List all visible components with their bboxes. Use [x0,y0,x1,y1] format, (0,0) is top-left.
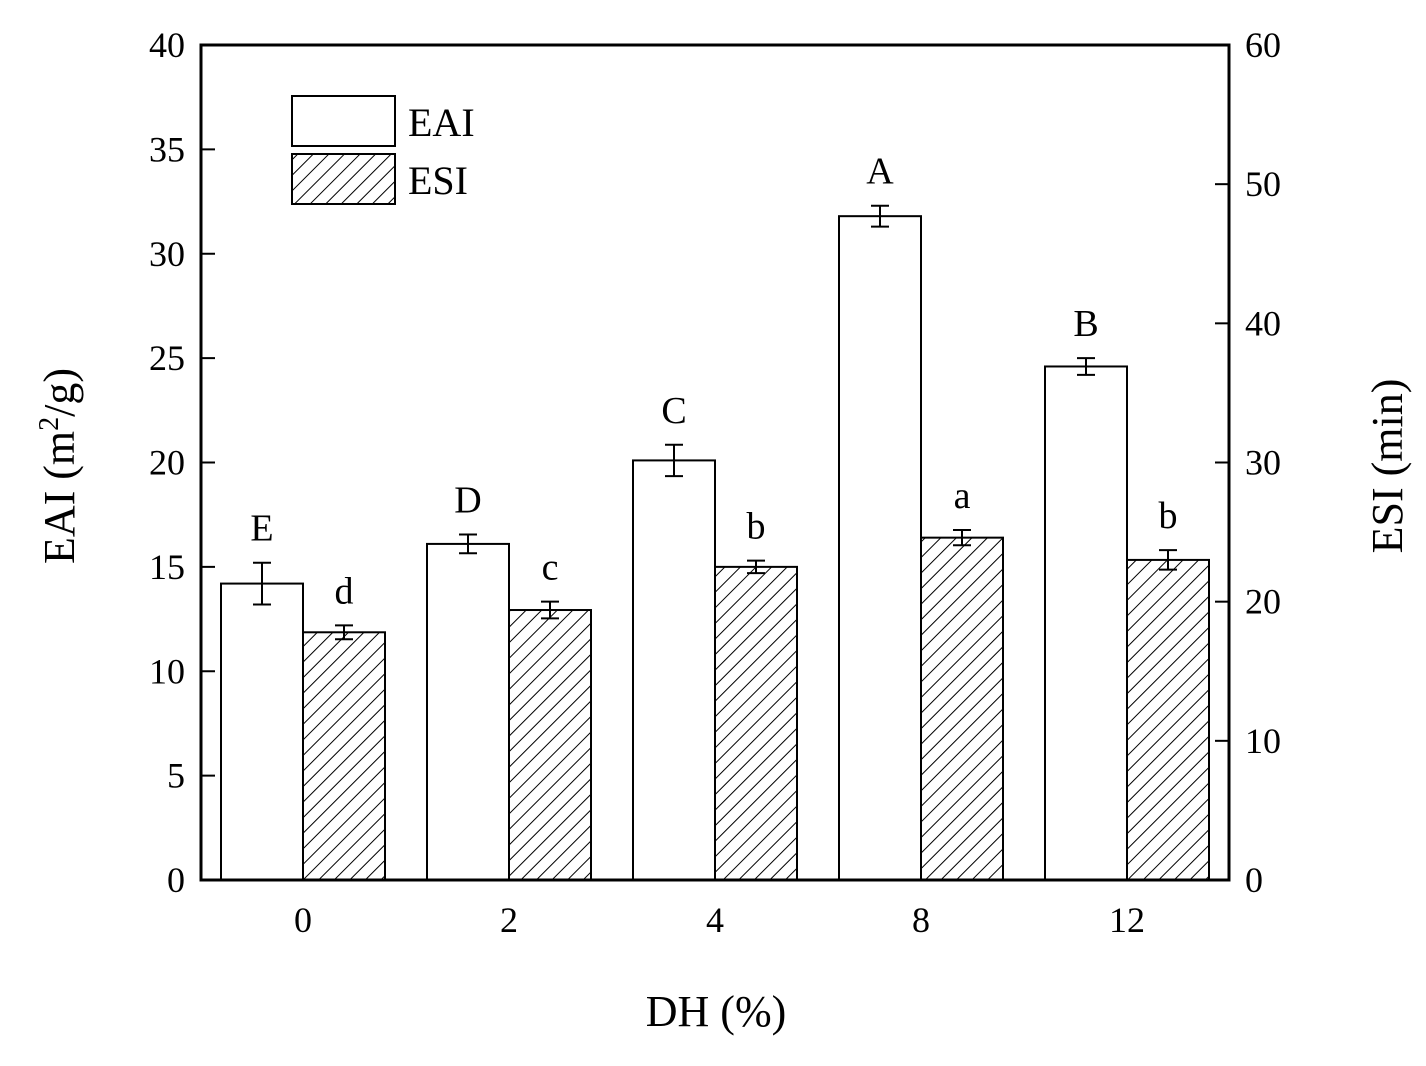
sig-letter-eai-12: B [1073,303,1098,345]
sig-letter-esi-4: b [747,506,766,548]
sig-letter-eai-2: D [454,480,481,522]
sig-letter-esi-0: d [335,570,354,612]
x-tick-label-8: 8 [912,900,930,940]
y-axis-right-title: ESI (min) [1363,379,1412,554]
sig-letter-eai-0: E [250,508,273,550]
plot-area: Ed 0 Dc 2 Cb 4 Aa 8 Bb 12 0 5 10 15 20 25 30 35 40 0 10 20 30 4… [149,25,1281,940]
y-left-title-suffix: /g) [35,368,84,417]
x-tick-label-0: 0 [294,900,312,940]
bar-eai-4 [632,459,716,881]
legend-label-esi: ESI [408,158,468,203]
x-tick-label-12: 12 [1109,900,1145,940]
bar-eai-12 [1044,365,1128,882]
y-left-tick-label-25: 25 [149,338,185,378]
y-right-tick-label-50: 50 [1245,164,1281,204]
y-right-tick-label-0: 0 [1245,860,1263,900]
sig-letter-esi-2: c [542,547,559,589]
legend-label-eai: EAI [408,100,475,145]
y-left-tick-label-10: 10 [149,651,185,691]
legend: EAI ESI [291,95,475,205]
y-left-tick-label-40: 40 [149,25,185,65]
bar-eai-0 [220,582,304,881]
y-left-title-main: EAI (m [35,431,84,564]
x-tick-label-2: 2 [500,900,518,940]
y-right-tick-label-40: 40 [1245,303,1281,343]
y-left-tick-label-30: 30 [149,234,185,274]
y-left-tick-label-0: 0 [167,860,185,900]
y-right-tick-label-20: 20 [1245,582,1281,622]
y-right-tick-label-60: 60 [1245,25,1281,65]
y-left-tick-label-20: 20 [149,443,185,483]
bar-eai-8 [838,215,922,882]
bar-esi-2 [508,609,592,881]
y-right-tick-label-30: 30 [1245,443,1281,483]
bar-esi-0 [302,631,386,881]
x-axis-title: DH (%) [646,987,787,1036]
legend-swatch-eai [291,95,396,147]
bar-eai-2 [426,542,510,881]
bar-esi-8 [920,536,1004,882]
y-left-tick-label-35: 35 [149,129,185,169]
sig-letter-esi-8: a [954,475,971,517]
y-right-tick-label-10: 10 [1245,721,1281,761]
y-left-tick-label-5: 5 [167,756,185,796]
sig-letter-eai-8: A [866,151,894,193]
y-left-tick-label-15: 15 [149,547,185,587]
y-left-title-superscript: 2 [34,417,65,431]
y-axis-left-title: EAI (m2/g) [34,368,84,564]
bar-esi-12 [1126,558,1210,882]
legend-swatch-esi [291,153,396,205]
bar-esi-4 [714,565,798,881]
x-tick-label-4: 4 [706,900,724,940]
sig-letter-esi-12: b [1159,495,1178,537]
sig-letter-eai-4: C [661,390,686,432]
